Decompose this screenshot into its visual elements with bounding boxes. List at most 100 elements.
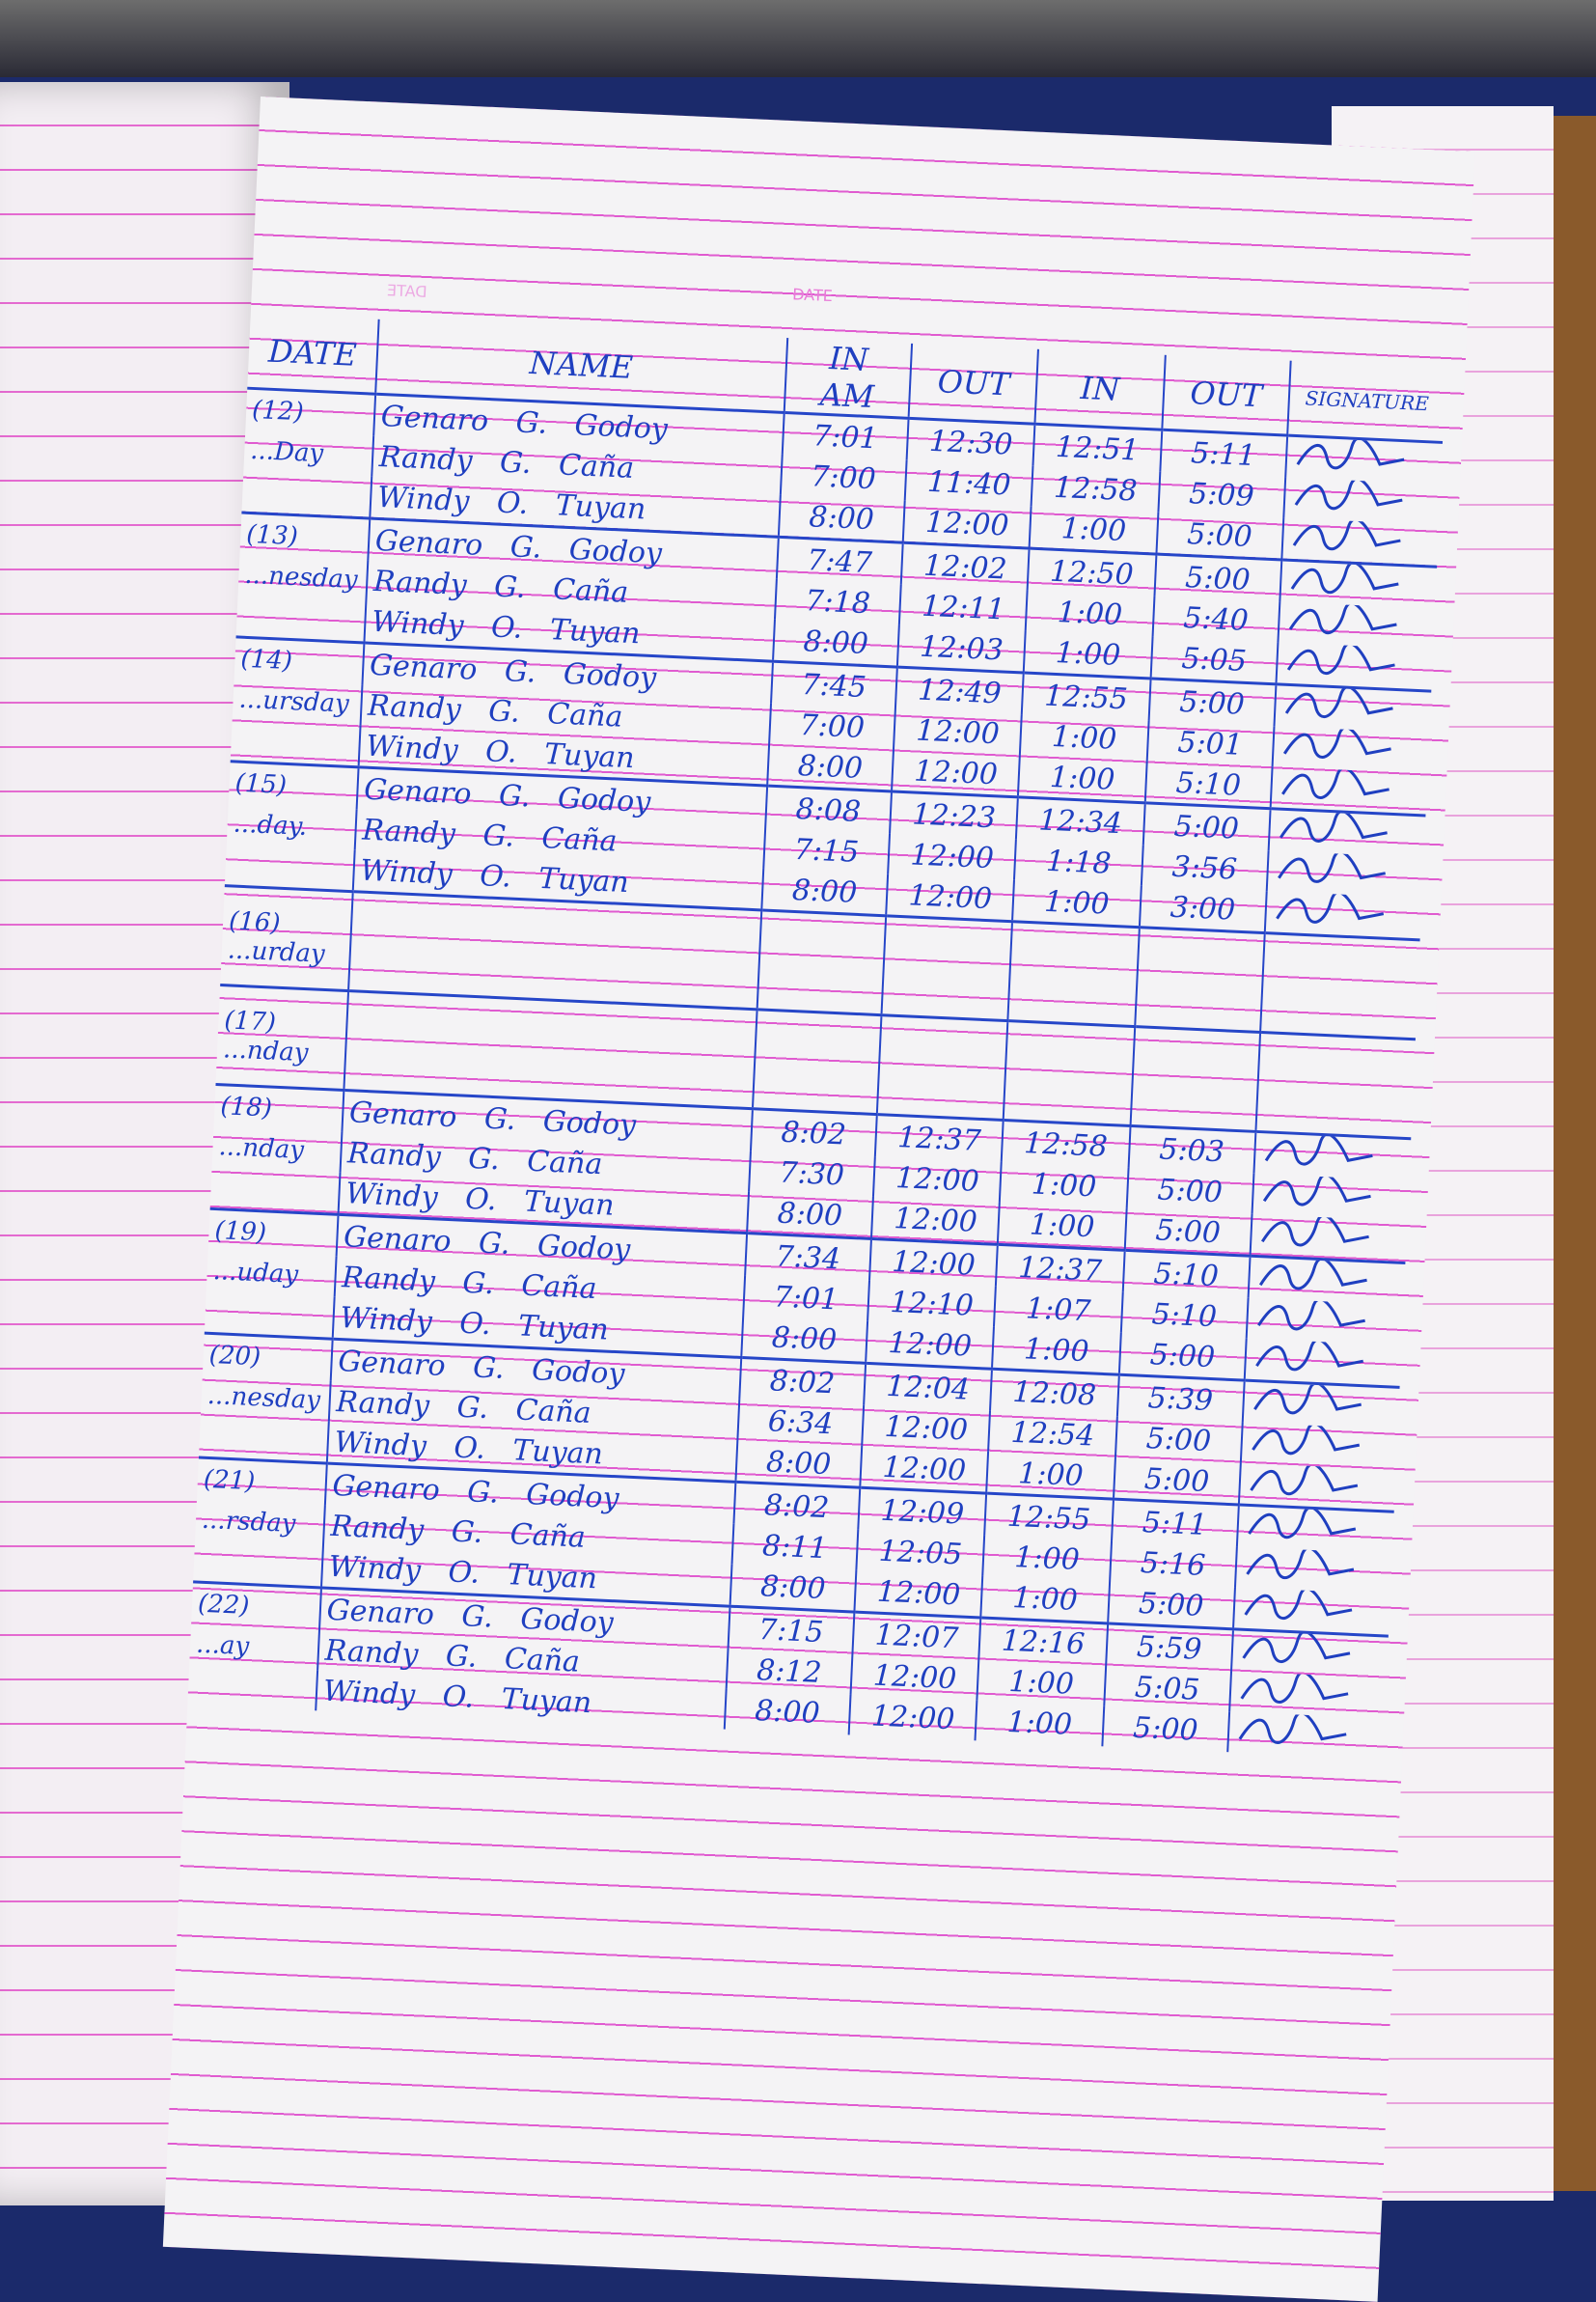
time-cell [1134, 927, 1265, 1033]
am-in-time: 7:30 [748, 1151, 875, 1197]
time-cell [752, 1009, 882, 1115]
last-name: Tuyan [511, 1432, 604, 1472]
day-cell: ...uday [206, 1251, 337, 1297]
middle-initial: G. [504, 653, 537, 690]
weekday: ...ursday [237, 684, 350, 719]
first-name: Genaro [374, 523, 484, 563]
middle-initial: O. [496, 485, 530, 521]
day-number: (20) [208, 1340, 261, 1373]
am-out-time: 12:37 [874, 1114, 1004, 1162]
last-name: Godoy [542, 1103, 637, 1143]
day-cell: (19) [207, 1208, 339, 1257]
col-am-in: IN AM [784, 338, 913, 419]
signature-cell [1250, 1213, 1408, 1263]
weekday: ...rsday [201, 1505, 297, 1539]
signature-scribble [1288, 517, 1405, 564]
pm-in-time: 1:00 [992, 1326, 1121, 1375]
time-cell [1130, 1026, 1260, 1132]
table-row: (12) Genaro G. Godoy 7:01 12:30 12:51 5:11 [245, 388, 1444, 485]
pm-out-time: 3:56 [1141, 845, 1269, 892]
middle-initial: G. [493, 569, 527, 605]
signature-cell [1278, 601, 1436, 650]
pm-in-time: 1:07 [994, 1286, 1123, 1333]
last-name: Caña [504, 1641, 581, 1679]
signature-cell [1280, 559, 1438, 609]
signature-cell [1272, 726, 1430, 774]
table-row: ...nesday Randy G. Caña 6:34 12:00 12:54 5:00 [201, 1375, 1398, 1470]
am-in-time: 7:15 [762, 827, 891, 874]
last-name: Caña [552, 571, 629, 610]
col-date: DATE [247, 313, 379, 395]
day-cell [193, 1539, 323, 1587]
signature-cell [1266, 850, 1424, 899]
am-in-time: 8:00 [760, 868, 889, 916]
signature-scribble [1254, 1257, 1371, 1303]
scanner-edge [0, 0, 1596, 77]
last-name: Godoy [567, 532, 663, 570]
signature-scribble [1284, 601, 1401, 648]
am-out-time: 12:00 [888, 833, 1017, 880]
middle-initial: G. [509, 529, 543, 566]
signature-scribble [1272, 891, 1389, 936]
table-row: ...ursday Randy G. Caña 7:00 12:00 1:00 5:01 [233, 679, 1430, 774]
day-cell [187, 1664, 317, 1710]
signature-scribble [1238, 1630, 1355, 1677]
am-out-time: 12:00 [894, 708, 1023, 756]
signature-cell [1264, 891, 1422, 940]
first-name: Windy [371, 604, 465, 643]
signature-scribble [1275, 810, 1391, 856]
table-row: (20) Genaro G. Godoy 8:02 12:04 12:08 5:39 [202, 1333, 1400, 1429]
middle-initial: G. [450, 1514, 483, 1550]
name-cell [347, 891, 761, 1010]
am-in-time: 7:34 [744, 1233, 872, 1281]
pm-in-time: 1:00 [998, 1202, 1127, 1251]
am-in-time: 8:11 [731, 1523, 859, 1570]
am-in-time: 8:00 [778, 494, 905, 543]
signature-scribble [1286, 561, 1403, 607]
signature-scribble [1290, 477, 1407, 523]
first-name: Randy [324, 1633, 420, 1672]
table-row: (13) Genaro G. Godoy 7:47 12:02 12:50 5:00 [239, 513, 1438, 609]
am-out-time: 11:40 [904, 459, 1033, 507]
first-name: Genaro [363, 772, 473, 812]
weekday: ...nday [217, 1132, 305, 1166]
pm-out-time: 5:11 [1111, 1499, 1239, 1547]
signature-cell [1268, 808, 1426, 858]
signature-scribble [1236, 1671, 1353, 1717]
am-in-label: IN [828, 340, 869, 378]
pm-out-time: 5:00 [1155, 512, 1284, 560]
pm-in-time: 12:55 [1022, 673, 1151, 721]
logbook-page: DATE DATE DATE NAME IN AM OUT IN OUT SIGN… [162, 97, 1475, 2302]
middle-initial: G. [467, 1141, 501, 1177]
pm-in-time: 1:18 [1014, 839, 1143, 886]
signature-cell [1270, 766, 1428, 817]
pm-out-time: 5:10 [1120, 1291, 1249, 1339]
time-cell [876, 1014, 1008, 1121]
date-label: DATE [791, 285, 834, 306]
signature-cell [1259, 932, 1420, 1040]
middle-initial: G. [466, 1474, 500, 1511]
am-in-time: 8:02 [732, 1482, 861, 1530]
first-name: Randy [372, 564, 468, 602]
pm-out-time: 5:00 [1113, 1456, 1241, 1505]
middle-initial: O. [453, 1430, 486, 1466]
pm-in-time: 1:00 [986, 1451, 1115, 1500]
day-number: (21) [203, 1464, 256, 1497]
first-name: Genaro [343, 1219, 453, 1259]
pm-out-time: 5:00 [1124, 1207, 1252, 1257]
pm-out-time: 5:10 [1122, 1250, 1251, 1298]
signature-cell [1232, 1587, 1390, 1637]
last-name: Tuyan [555, 487, 647, 527]
time-cell [881, 915, 1013, 1021]
table-row: (14) Genaro G. Godoy 7:45 12:49 12:55 5:00 [234, 636, 1432, 734]
table-row: (21) Genaro G. Godoy 8:02 12:09 12:55 5:11 [196, 1457, 1394, 1554]
pm-in-time: 12:58 [1031, 465, 1160, 513]
signature-cell [1284, 435, 1444, 485]
signature-cell [1252, 1173, 1410, 1222]
last-name: Tuyan [543, 736, 636, 775]
table-row: ...nday Randy G. Caña 7:30 12:00 1:00 5:00 [212, 1126, 1410, 1222]
signature-scribble [1242, 1546, 1359, 1593]
first-name: Windy [339, 1300, 433, 1339]
signature-scribble [1279, 726, 1395, 772]
pm-in-time: 12:58 [1002, 1120, 1131, 1168]
